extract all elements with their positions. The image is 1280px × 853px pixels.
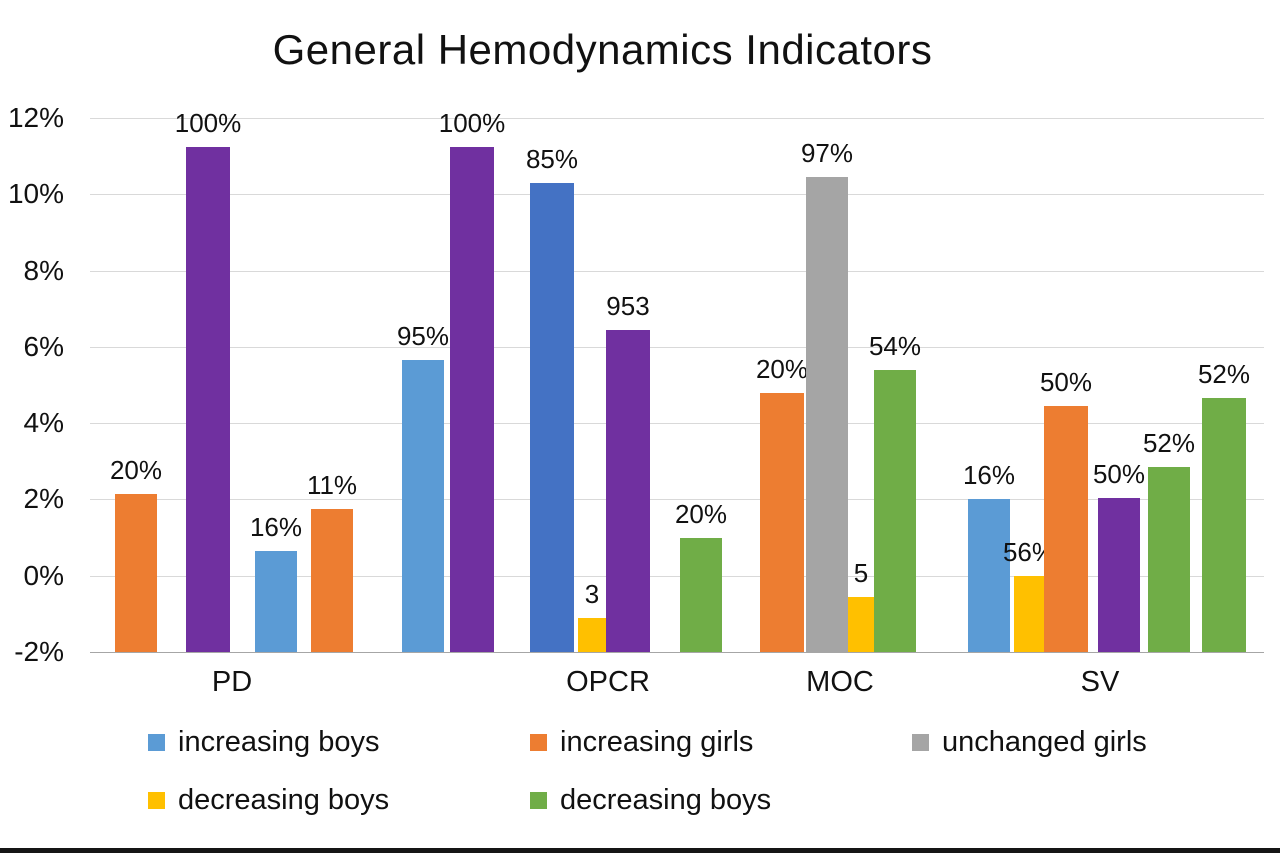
- bar-value-label: 100%: [174, 107, 242, 138]
- bar-sv-green: [1148, 467, 1190, 652]
- bar-value-label: 54%: [868, 330, 922, 361]
- legend-swatch-yellow: [148, 792, 165, 809]
- bar-value-label: 16%: [962, 460, 1016, 491]
- bar-opcr-purple: [450, 146, 494, 652]
- legend-label: decreasing boys: [178, 784, 390, 816]
- bar-sv-green: [1202, 398, 1246, 652]
- gridline: [90, 118, 1264, 119]
- bottom-border: [0, 848, 1280, 853]
- bar-opcr-purple: [606, 329, 650, 652]
- bar-moc-orange: [760, 392, 804, 652]
- gridline: [90, 575, 1264, 577]
- bar-value-label: 20%: [674, 498, 728, 529]
- bar-pd-lightblue: [255, 550, 297, 652]
- gridline: [90, 194, 1264, 196]
- bar-pd-orange: [115, 493, 157, 652]
- x-category-sv: SV: [1080, 666, 1120, 698]
- gridline: [90, 270, 1264, 272]
- bar-pd-orange: [311, 508, 353, 652]
- legend-label: decreasing boys: [560, 784, 772, 816]
- y-tick-label: 6%: [23, 330, 64, 362]
- legend-item: decreasing boys: [148, 784, 389, 817]
- bar-value-label: 3: [584, 578, 600, 609]
- legend: increasing boys increasing girls unchanged…: [0, 726, 1280, 846]
- y-tick-label: 2%: [23, 483, 64, 515]
- y-tick-label: 4%: [23, 407, 64, 439]
- bar-sv-orange: [1044, 405, 1088, 652]
- legend-swatch-lightblue: [148, 734, 165, 751]
- gridline: [90, 652, 1264, 653]
- x-axis: PD OPCR MOC SV: [90, 666, 1264, 708]
- legend-label: unchanged girls: [942, 726, 1147, 758]
- y-tick-label: 8%: [23, 254, 64, 286]
- bar-pd-purple: [186, 146, 230, 652]
- chart-title: General Hemodynamics Indicators: [272, 26, 933, 73]
- legend-swatch-orange: [530, 734, 547, 751]
- legend-swatch-gray: [912, 734, 929, 751]
- y-tick-label: 12%: [7, 102, 64, 133]
- gridline: [90, 346, 1264, 348]
- bar-opcr-green: [680, 537, 722, 652]
- bar-value-label: 20%: [755, 353, 809, 384]
- y-tick-label: 10%: [7, 178, 64, 210]
- bar-sv-purple: [1098, 497, 1140, 652]
- bar-value-label: 20%: [109, 454, 163, 485]
- plot-area: 20% 100% 16% 11% 95% 100% 85% 3 953 20% 20% 97% 5 54%…: [90, 108, 1264, 653]
- y-axis-labels: 12% 10% 8% 6% 4% 2% 0% -2%: [0, 102, 64, 667]
- bar-value-label: 953: [606, 290, 650, 321]
- bar-value-label: 16%: [249, 511, 303, 542]
- bar-opcr-blue: [530, 182, 574, 652]
- bar-value-label: 52%: [1142, 428, 1196, 459]
- bar-moc-gray: [806, 177, 848, 652]
- bar-moc-yellow: [848, 596, 874, 652]
- bar-opcr-lightblue: [402, 360, 444, 652]
- bar-value-label: 5: [853, 557, 869, 588]
- x-category-moc: MOC: [806, 666, 874, 698]
- bar-opcr-yellow: [578, 617, 606, 652]
- legend-swatch-green: [530, 792, 547, 809]
- gridline: [90, 499, 1264, 501]
- bar-moc-green: [874, 369, 916, 652]
- legend-item: increasing girls: [530, 726, 753, 759]
- bar-value-label: 52%: [1197, 359, 1251, 390]
- x-category-opcr: OPCR: [566, 666, 650, 698]
- y-tick-label: 0%: [23, 559, 64, 591]
- legend-label: increasing boys: [178, 726, 380, 758]
- legend-item: unchanged girls: [912, 726, 1147, 759]
- bar-value-label: 85%: [525, 143, 579, 174]
- bar-value-label: 11%: [306, 469, 358, 500]
- bar-sv-lightblue: [968, 499, 1010, 652]
- legend-item: decreasing boys: [530, 784, 771, 817]
- x-category-pd: PD: [211, 666, 253, 698]
- bar-value-label: 95%: [396, 321, 450, 352]
- bar-value-label: 50%: [1039, 366, 1093, 397]
- legend-item: increasing boys: [148, 726, 380, 759]
- y-tick-label: -2%: [14, 636, 64, 667]
- bar-value-label: 50%: [1092, 458, 1146, 489]
- legend-label: increasing girls: [560, 726, 754, 758]
- bar-value-label: 100%: [438, 107, 506, 138]
- bar-sv-yellow: [1014, 575, 1044, 652]
- gridline: [90, 423, 1264, 425]
- bar-value-label: 97%: [800, 138, 854, 169]
